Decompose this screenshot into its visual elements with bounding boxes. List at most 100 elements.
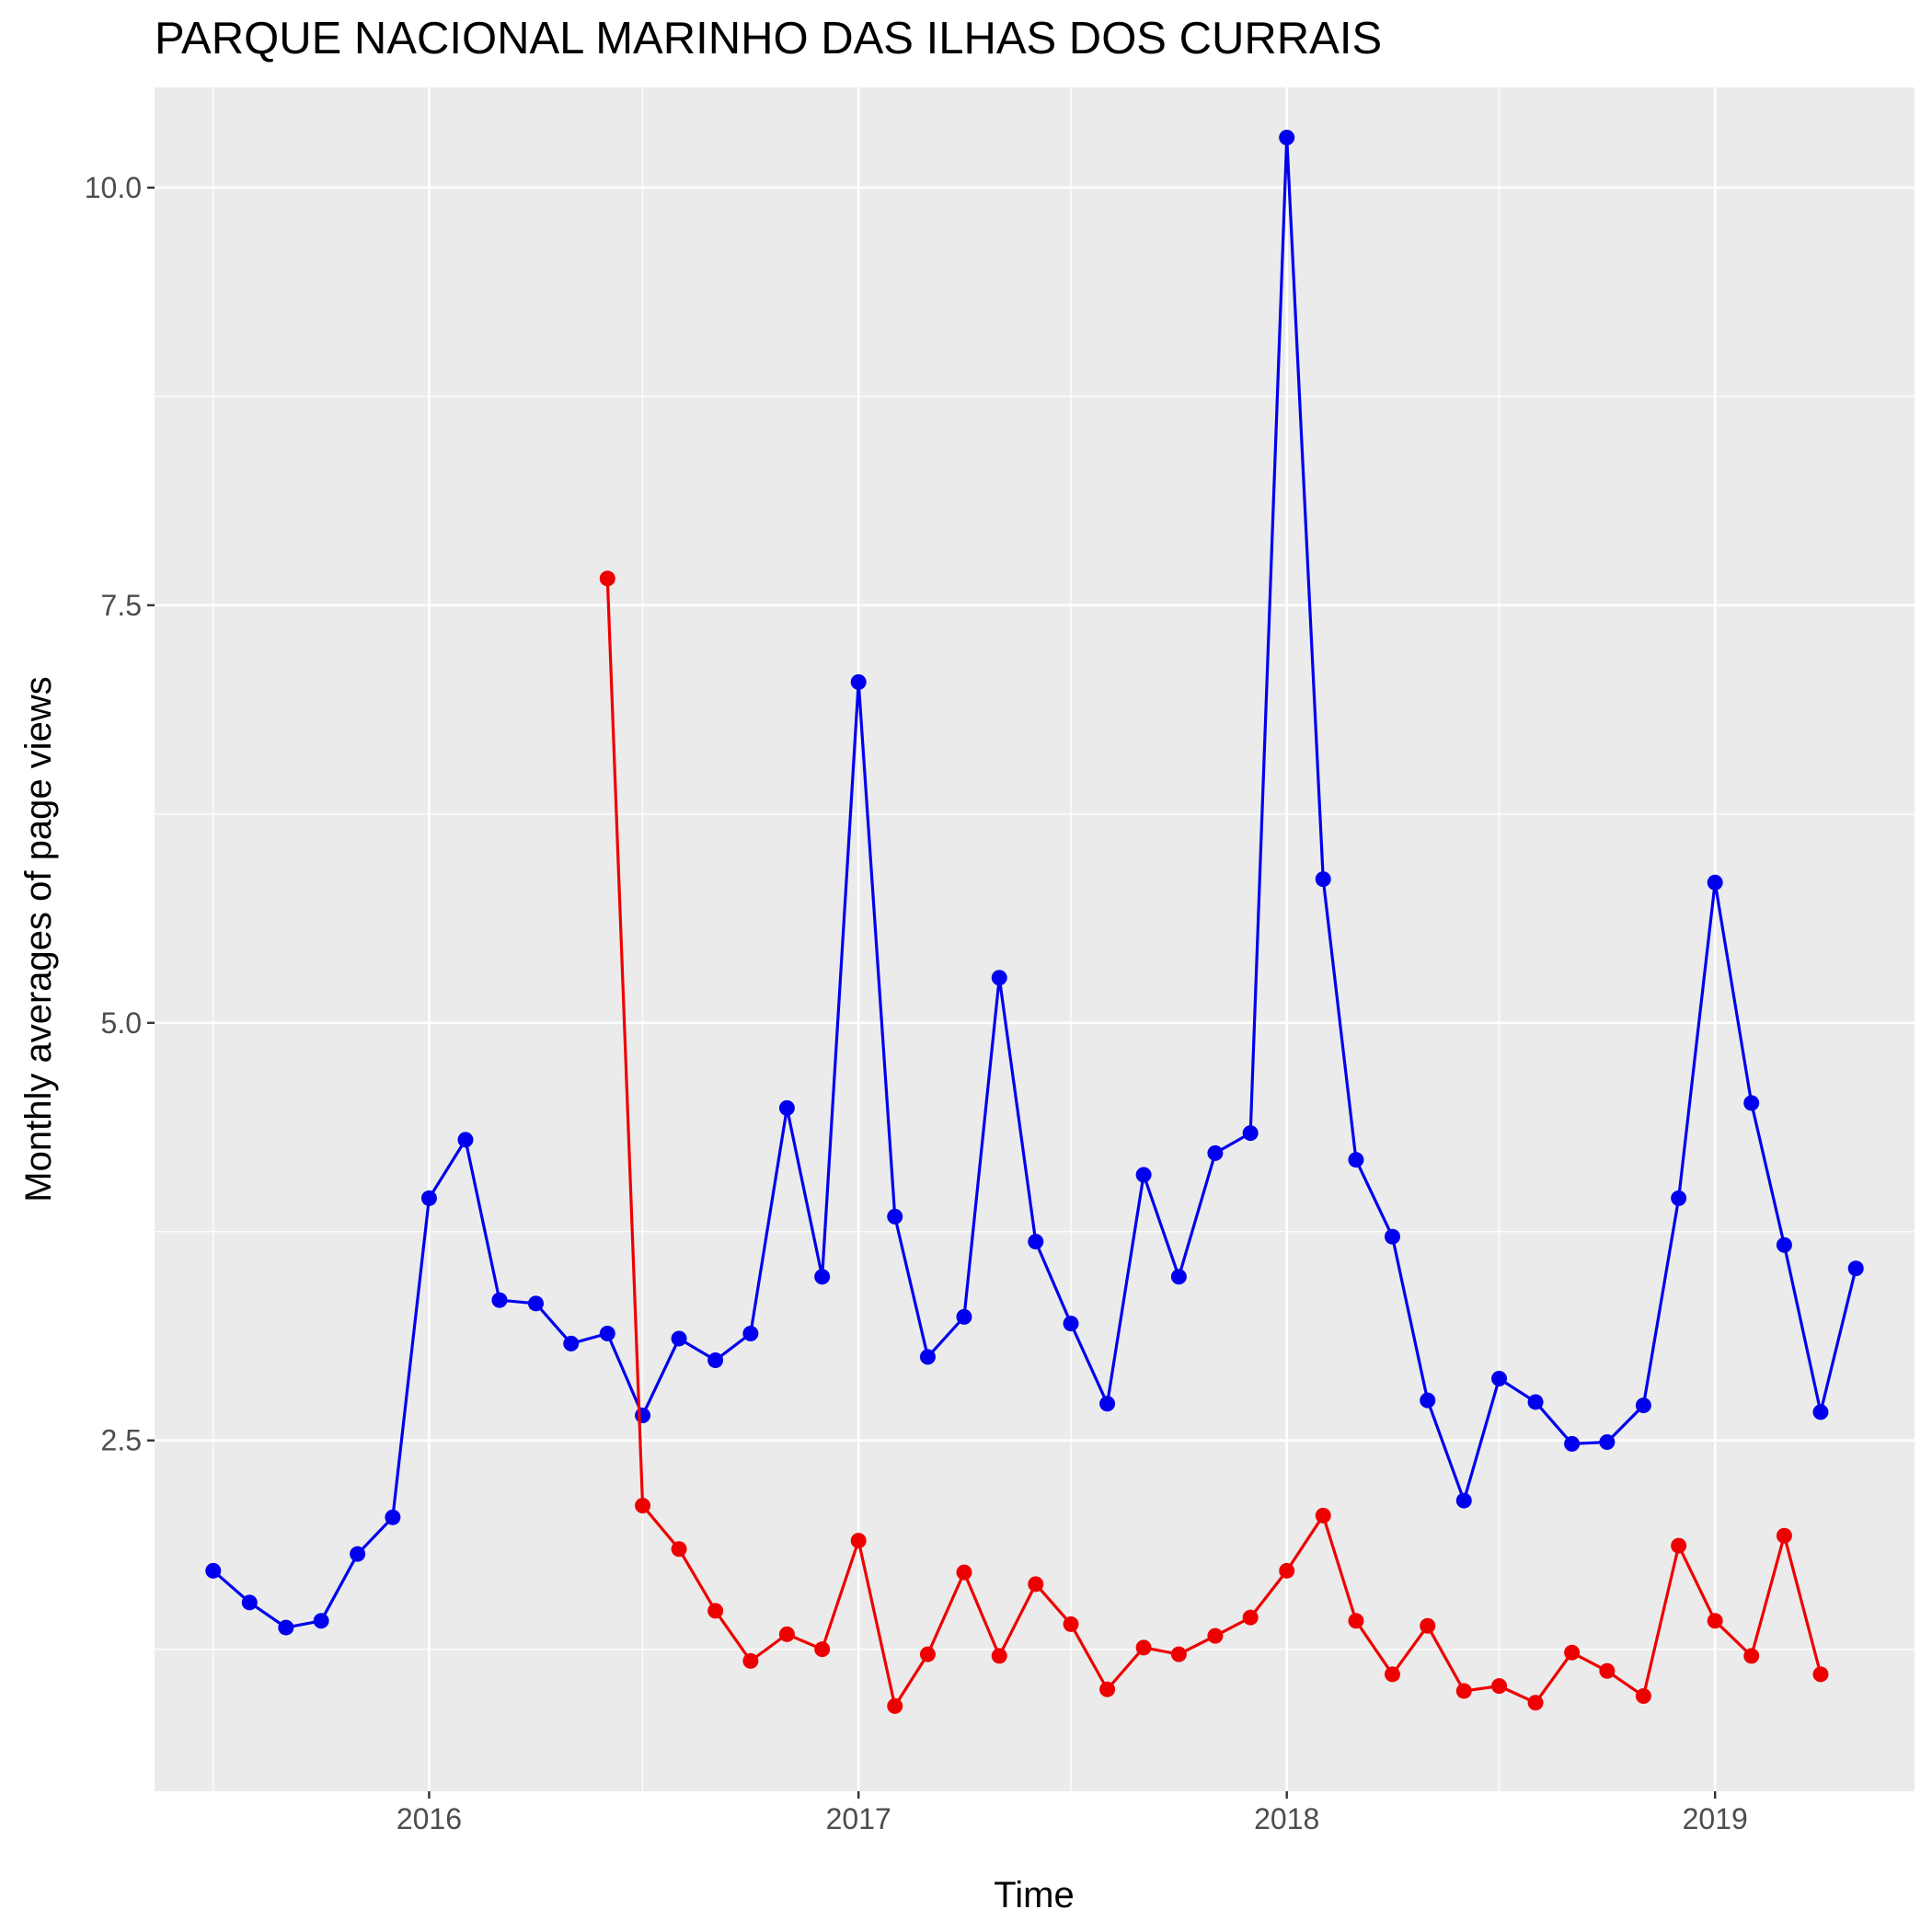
data-point — [814, 1269, 831, 1285]
x-tick-label: 2017 — [826, 1802, 891, 1835]
data-point — [1348, 1152, 1364, 1168]
data-point — [1527, 1394, 1544, 1410]
data-point — [1099, 1396, 1116, 1412]
y-tick-label: 5.0 — [101, 1006, 142, 1040]
data-point — [635, 1498, 651, 1514]
data-point — [1315, 1507, 1331, 1524]
data-point — [850, 673, 867, 690]
data-point — [1707, 1613, 1723, 1629]
data-point — [1743, 1648, 1760, 1664]
data-point — [919, 1646, 936, 1662]
data-point — [1279, 1562, 1295, 1579]
chart-title: PARQUE NACIONAL MARINHO DAS ILHAS DOS CU… — [155, 14, 1382, 63]
data-point — [1420, 1617, 1436, 1634]
x-axis: 2016 2017 2018 2019 — [397, 1791, 1748, 1835]
data-point — [205, 1562, 222, 1579]
data-point — [1384, 1228, 1400, 1245]
data-point — [742, 1652, 759, 1669]
data-point — [1028, 1234, 1044, 1250]
data-point — [887, 1697, 903, 1714]
data-point — [1170, 1646, 1187, 1662]
data-point — [1242, 1125, 1259, 1142]
data-point — [1599, 1662, 1616, 1679]
data-point — [1207, 1627, 1224, 1644]
y-axis-title: Monthly averages of page views — [18, 676, 59, 1202]
data-point — [313, 1613, 329, 1629]
data-point — [707, 1603, 724, 1619]
data-point — [420, 1190, 437, 1206]
x-tick-label: 2016 — [397, 1802, 462, 1835]
data-point — [635, 1407, 651, 1423]
data-point — [1635, 1397, 1651, 1414]
data-point — [1063, 1616, 1079, 1632]
data-point — [1671, 1190, 1687, 1206]
data-point — [778, 1626, 795, 1642]
data-point — [1455, 1683, 1472, 1699]
data-point — [599, 1326, 615, 1342]
data-point — [1420, 1392, 1436, 1409]
data-point — [814, 1641, 831, 1658]
major-gridlines — [155, 87, 1915, 1791]
series-1 — [205, 129, 1864, 1636]
data-point — [1348, 1613, 1364, 1629]
data-point — [919, 1349, 936, 1365]
x-axis-title: Time — [994, 1875, 1074, 1915]
y-tick-label: 7.5 — [101, 589, 142, 622]
data-point — [1099, 1681, 1116, 1697]
data-point — [1599, 1434, 1616, 1451]
data-point — [1135, 1167, 1152, 1183]
data-point — [956, 1308, 972, 1325]
data-point — [850, 1533, 867, 1549]
series-2 — [599, 570, 1829, 1714]
data-point — [563, 1335, 580, 1351]
data-point — [991, 1648, 1007, 1664]
data-point — [1028, 1576, 1044, 1593]
data-point — [1776, 1236, 1792, 1253]
data-point — [385, 1509, 401, 1525]
data-point — [1671, 1537, 1687, 1554]
data-point — [1564, 1435, 1581, 1452]
data-point — [1491, 1371, 1508, 1387]
data-point — [1847, 1260, 1864, 1277]
data-point — [350, 1546, 366, 1562]
data-point — [991, 970, 1007, 986]
y-tick-label: 10.0 — [85, 171, 142, 204]
data-point — [1207, 1144, 1224, 1161]
data-point — [1743, 1095, 1760, 1111]
data-point — [887, 1208, 903, 1225]
data-point — [1707, 874, 1723, 891]
data-point — [1812, 1666, 1829, 1683]
data-point — [742, 1326, 759, 1342]
data-point — [1170, 1269, 1187, 1285]
data-point — [1635, 1688, 1651, 1705]
y-axis: 2.5 5.0 7.5 10.0 — [85, 171, 155, 1457]
data-point — [1315, 871, 1331, 888]
data-point — [1491, 1678, 1508, 1695]
data-point — [956, 1564, 972, 1581]
data-point — [1135, 1639, 1152, 1656]
x-tick-label: 2018 — [1254, 1802, 1319, 1835]
data-point — [778, 1099, 795, 1116]
data-point — [491, 1292, 508, 1308]
data-point — [1279, 129, 1295, 145]
data-point — [1455, 1492, 1472, 1509]
data-point — [1527, 1695, 1544, 1711]
data-point — [707, 1352, 724, 1369]
data-point — [1776, 1527, 1792, 1544]
data-point — [241, 1594, 258, 1611]
data-point — [1812, 1404, 1829, 1420]
data-point — [599, 570, 615, 587]
data-point — [1564, 1644, 1581, 1661]
data-point — [1242, 1609, 1259, 1626]
data-point — [278, 1619, 294, 1636]
data-point — [1384, 1666, 1400, 1683]
plot-panel — [155, 87, 1915, 1791]
x-tick-label: 2019 — [1683, 1802, 1748, 1835]
data-point — [671, 1541, 687, 1558]
series-layer — [205, 129, 1864, 1714]
y-tick-label: 2.5 — [101, 1424, 142, 1457]
data-point — [527, 1295, 544, 1312]
data-point — [457, 1132, 474, 1148]
data-point — [671, 1330, 687, 1347]
